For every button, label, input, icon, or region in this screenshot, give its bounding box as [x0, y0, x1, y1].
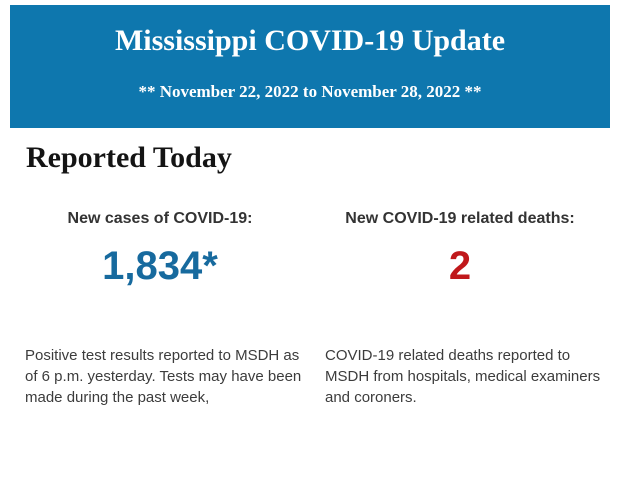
- stat-card-cases: New cases of COVID-19: 1,834* Positive t…: [25, 209, 301, 408]
- cases-description: Positive test results reported to MSDH a…: [25, 347, 302, 406]
- reported-today-heading: Reported Today: [26, 141, 232, 174]
- cases-value: 1,834*: [102, 244, 218, 288]
- banner-title: Mississippi COVID-19 Update: [114, 24, 506, 57]
- header-banner: Mississippi COVID-19 Update ** November …: [10, 5, 610, 128]
- banner-date-range: ** November 22, 2022 to November 28, 202…: [138, 82, 482, 101]
- deaths-label: New COVID-19 related deaths:: [345, 210, 575, 227]
- stat-card-deaths: New COVID-19 related deaths: 2 COVID-19 …: [325, 209, 600, 408]
- deaths-description: COVID-19 related deaths reported to MSDH…: [325, 347, 601, 406]
- deaths-value: 2: [448, 244, 472, 288]
- cases-label: New cases of COVID-19:: [67, 210, 253, 227]
